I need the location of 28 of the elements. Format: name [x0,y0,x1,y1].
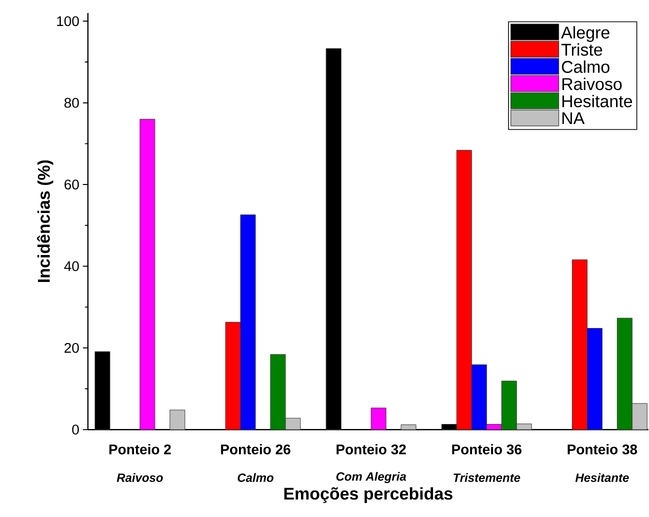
y-tick-label: 80 [64,98,79,108]
legend-label: Triste [561,44,602,56]
x-tick-label: Ponteio 32 [336,444,406,455]
bar [170,410,186,430]
bar [140,119,156,430]
y-tick-label: 60 [64,180,79,190]
x-tick-label: Ponteio 36 [452,444,522,455]
y-tick-label: 0 [72,424,79,435]
y-tick-label: 100 [57,16,79,26]
x-tick-label: Ponteio 38 [568,444,638,455]
legend-label: NA [562,112,585,124]
legend-label: Alegre [561,26,610,42]
text: Hesitante [575,473,629,482]
x-axis-title: Emoções percebidas [284,487,452,504]
y-tick-label: 20 [64,343,79,354]
bar [400,424,416,430]
text: Raivoso [116,473,163,482]
legend-label: Raivoso [562,78,622,90]
text: Calmo [238,473,274,482]
x-tick-label: Ponteio 2 [109,444,171,455]
y-axis-title: Incidências (%) [37,160,54,282]
y-tick-label: 40 [64,261,79,272]
legend-label: Hesitante [562,95,632,108]
legend-label: Calmo [562,60,610,74]
bar [370,408,386,430]
text: Com Alegria [336,472,406,484]
text: Tristemente [454,473,520,482]
x-tick-label: Ponteio 26 [221,444,290,455]
